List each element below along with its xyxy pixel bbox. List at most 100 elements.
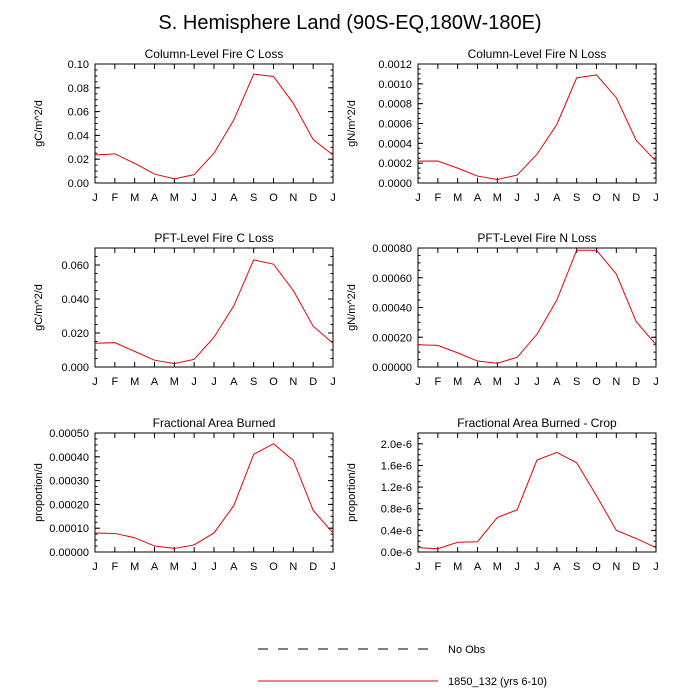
y-tick-label: 0.000 [61, 362, 89, 374]
x-tick-label: J [514, 561, 520, 573]
x-tick-label: J [191, 192, 197, 204]
x-tick-label: J [191, 376, 197, 388]
x-tick-label: J [211, 376, 217, 388]
y-tick-label: 0.00010 [49, 523, 89, 535]
x-tick-label: M [453, 561, 462, 573]
x-tick-label: A [230, 376, 238, 388]
panel-title: Fractional Area Burned - Crop [457, 416, 617, 430]
x-tick-label: A [553, 376, 561, 388]
x-tick-label: A [151, 376, 159, 388]
x-tick-label: J [514, 192, 520, 204]
y-tick-label: 0.0012 [378, 59, 412, 71]
x-tick-label: J [330, 192, 336, 204]
x-tick-label: F [111, 192, 118, 204]
x-tick-label: J [653, 192, 659, 204]
x-tick-label: F [434, 561, 441, 573]
x-tick-label: A [230, 192, 238, 204]
y-tick-label: 0.00040 [372, 303, 412, 315]
y-tick-label: 0.0000 [378, 178, 412, 190]
x-tick-label: N [289, 561, 297, 573]
y-tick-label: 0.04 [68, 130, 89, 142]
x-tick-label: J [211, 192, 217, 204]
x-tick-label: J [534, 192, 540, 204]
x-tick-label: M [493, 376, 502, 388]
y-tick-label: 0.0008 [378, 99, 412, 111]
x-tick-label: A [151, 561, 159, 573]
series-line [417, 249, 657, 364]
legend: No Obs 1850_132 (yrs 6-10) [258, 644, 547, 688]
x-tick-label: D [309, 561, 317, 573]
x-tick-label: D [632, 376, 640, 388]
plot-frame [417, 63, 657, 184]
x-tick-label: J [92, 561, 98, 573]
y-tick-label: 0.00080 [372, 243, 412, 255]
y-tick-label: 0.0002 [378, 158, 412, 170]
x-tick-label: J [534, 376, 540, 388]
plot-frame [94, 432, 334, 553]
x-tick-label: M [453, 192, 462, 204]
y-tick-label: 1.2e-6 [381, 482, 412, 494]
x-tick-label: S [250, 376, 257, 388]
panel-title: PFT-Level Fire N Loss [477, 231, 596, 245]
x-tick-label: M [493, 192, 502, 204]
x-tick-label: M [170, 561, 179, 573]
x-tick-label: A [474, 376, 482, 388]
y-tick-label: 0.040 [61, 294, 89, 306]
x-tick-label: J [92, 192, 98, 204]
x-tick-label: O [592, 376, 601, 388]
y-tick-label: 0.4e-6 [381, 525, 412, 537]
x-tick-label: F [434, 192, 441, 204]
y-tick-label: 0.00000 [372, 362, 412, 374]
legend-label-no-obs: No Obs [448, 644, 486, 656]
x-tick-label: D [309, 376, 317, 388]
x-tick-label: O [592, 561, 601, 573]
x-tick-label: J [330, 376, 336, 388]
x-tick-label: A [553, 561, 561, 573]
x-tick-label: A [151, 192, 159, 204]
x-tick-label: D [309, 192, 317, 204]
x-tick-label: J [653, 561, 659, 573]
x-tick-label: A [474, 561, 482, 573]
x-tick-label: O [269, 192, 278, 204]
x-tick-label: J [92, 376, 98, 388]
x-tick-label: M [170, 192, 179, 204]
y-axis-label: gN/m^2/d [346, 284, 358, 331]
figure-title: S. Hemisphere Land (90S-EQ,180W-180E) [158, 12, 542, 34]
y-tick-label: 0.06 [68, 107, 89, 119]
x-tick-label: J [415, 561, 421, 573]
x-tick-label: J [653, 376, 659, 388]
x-tick-label: M [130, 561, 139, 573]
x-tick-label: N [612, 561, 620, 573]
y-tick-label: 0.020 [61, 328, 89, 340]
x-tick-label: N [289, 192, 297, 204]
y-tick-label: 0.00050 [49, 428, 89, 440]
y-tick-label: 0.0006 [378, 119, 412, 131]
y-axis-label: gN/m^2/d [346, 100, 358, 147]
x-tick-label: J [534, 561, 540, 573]
y-tick-label: 0.10 [68, 59, 89, 71]
series-line [94, 259, 334, 365]
x-tick-label: D [632, 561, 640, 573]
legend-label-series: 1850_132 (yrs 6-10) [448, 676, 547, 688]
y-tick-label: 0.060 [61, 260, 89, 272]
x-tick-label: F [111, 561, 118, 573]
x-tick-label: O [269, 376, 278, 388]
x-tick-label: S [573, 192, 580, 204]
x-tick-label: S [573, 376, 580, 388]
x-tick-label: N [289, 376, 297, 388]
y-tick-label: 0.0e-6 [381, 547, 412, 559]
y-tick-label: 2.0e-6 [381, 439, 412, 451]
y-tick-label: 0.00020 [372, 332, 412, 344]
y-tick-label: 0.02 [68, 154, 89, 166]
panel-title: Fractional Area Burned [153, 416, 276, 430]
x-tick-label: M [130, 376, 139, 388]
x-tick-label: N [612, 376, 620, 388]
y-tick-label: 0.0004 [378, 138, 412, 150]
x-tick-label: D [632, 192, 640, 204]
panel-title: PFT-Level Fire C Loss [154, 231, 273, 245]
x-tick-label: S [250, 192, 257, 204]
